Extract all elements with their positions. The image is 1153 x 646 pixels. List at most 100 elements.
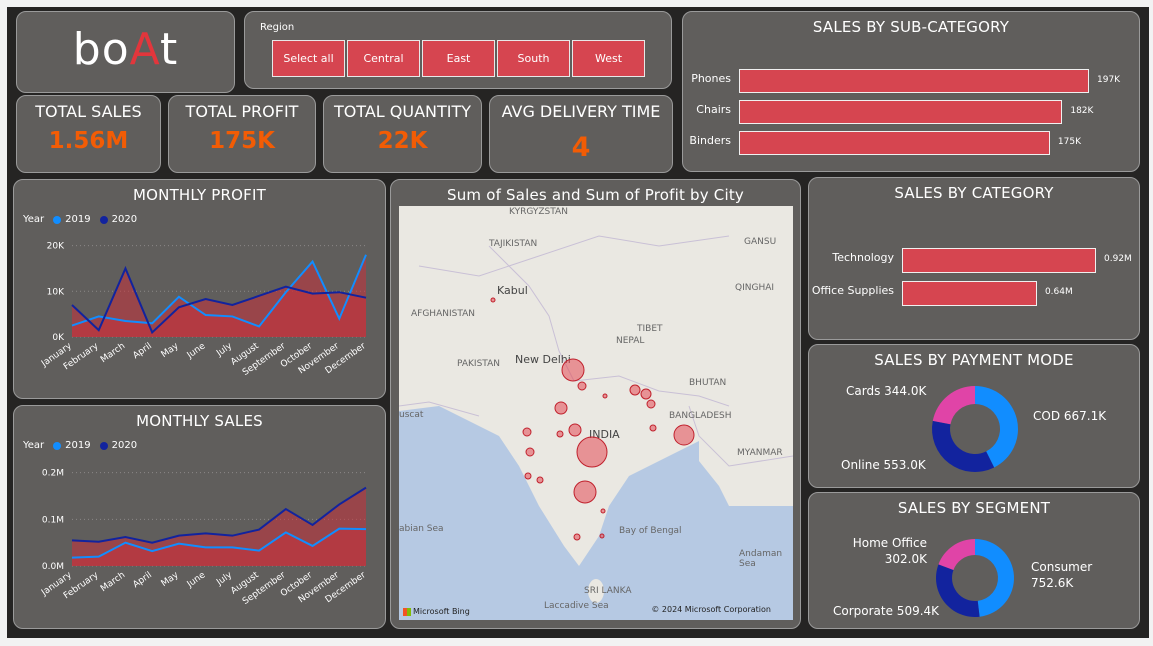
region-option-central[interactable]: Central — [347, 40, 420, 77]
y-tick-label: 0K — [52, 333, 65, 343]
city-bubble[interactable] — [629, 384, 641, 396]
city-bubble[interactable] — [561, 358, 585, 382]
border-line — [399, 401, 480, 417]
bar-label: Technology — [832, 251, 894, 264]
kpi-value: 22K — [377, 128, 428, 154]
x-tick-label: March — [99, 341, 127, 365]
city-bubble[interactable] — [640, 388, 652, 400]
city-bubble[interactable] — [649, 424, 657, 432]
legend-2019[interactable]: 2019 — [65, 440, 91, 451]
year-legend: Year 2019 2020 — [23, 214, 137, 225]
donut-slice-corporate[interactable] — [936, 564, 980, 617]
brand-logo: boAt — [72, 24, 179, 75]
city-bubble[interactable] — [577, 381, 587, 391]
map-attribution: © 2024 Microsoft Corporation — [651, 605, 771, 614]
x-tick-label: May — [160, 570, 182, 589]
donut-slice-consumer[interactable] — [975, 539, 1014, 617]
map-label: uscat — [399, 410, 424, 420]
donut-slice-cards[interactable] — [932, 386, 975, 425]
city-bubble[interactable] — [602, 393, 608, 399]
series-line-2019[interactable] — [71, 254, 367, 328]
bar-value-label: 0.92M — [1104, 254, 1132, 264]
city-bubble[interactable] — [573, 533, 581, 541]
map-label: Kabul — [497, 284, 528, 297]
city-map[interactable]: KYRGYZSTAN TAJIKISTAN GANSU Kabul QINGHAI AFG… — [399, 206, 793, 620]
kpi-label: TOTAL PROFIT — [185, 102, 299, 121]
legend-dot-2019 — [53, 441, 62, 450]
kpi-value: 175K — [209, 128, 275, 154]
border-line — [688, 405, 793, 467]
region-option-south[interactable]: South — [497, 40, 570, 77]
city-bubble[interactable] — [568, 423, 582, 437]
region-option-east[interactable]: East — [422, 40, 495, 77]
series-line-2020[interactable] — [71, 486, 367, 544]
year-legend: Year 2019 2020 — [23, 440, 137, 451]
donut-slice-cod[interactable] — [975, 386, 1018, 468]
label-online: Online 553.0K — [841, 458, 926, 472]
bar-chairs[interactable] — [739, 100, 1063, 124]
city-bubble[interactable] — [599, 533, 605, 539]
card-title: SALES BY PAYMENT MODE — [874, 351, 1074, 369]
segment-donut — [936, 539, 1014, 617]
donut-slice-online[interactable] — [932, 420, 995, 472]
map-label: TAJIKISTAN — [489, 239, 538, 249]
region-slicer-title: Region — [260, 22, 295, 33]
region-option-select-all[interactable]: Select all — [272, 40, 345, 77]
y-tick-label: 20K — [47, 242, 65, 252]
x-tick-label: June — [185, 341, 208, 361]
border-line — [488, 245, 575, 382]
kpi-avg-delivery-time: AVG DELIVERY TIME 4 — [489, 95, 673, 173]
bing-logo: Microsoft Bing — [403, 607, 470, 616]
city-bubble[interactable] — [576, 436, 608, 468]
bar-technology[interactable] — [902, 248, 1096, 273]
monthly-profit-card: MONTHLY PROFIT Year 2019 2020 0K 10K 20K Ja… — [13, 179, 386, 399]
donut-slice-home-office[interactable] — [938, 539, 975, 570]
map-label: Laccadive Sea — [544, 601, 609, 611]
map-label: QINGHAI — [735, 283, 775, 293]
x-tick-label: April — [131, 341, 154, 361]
y-tick-label: 0.2M — [42, 469, 64, 479]
logo-card: boAt — [16, 11, 235, 93]
bar-phones[interactable] — [739, 69, 1089, 93]
city-bubble[interactable] — [673, 424, 695, 446]
city-bubble[interactable] — [524, 472, 532, 480]
label-home-office: Home Office 302.0K — [852, 536, 927, 566]
series-line-2019[interactable] — [71, 527, 367, 559]
region-option-west[interactable]: West — [572, 40, 645, 77]
city-bubble[interactable] — [600, 508, 606, 514]
map-label: NEPAL — [616, 336, 645, 346]
sri-lanka-shape — [588, 579, 604, 603]
bar-binders[interactable] — [739, 131, 1050, 155]
city-bubble[interactable] — [646, 399, 656, 409]
sales-by-segment-card: SALES BY SEGMENT Home Office 302.0K Consu… — [808, 492, 1140, 629]
legend-2020[interactable]: 2020 — [111, 440, 138, 451]
map-label: MYANMAR — [737, 448, 783, 458]
legend-dot-2019 — [53, 215, 62, 224]
map-label: GANSU — [744, 237, 777, 247]
label-cards: Cards 344.0K — [846, 384, 927, 398]
map-label: KYRGYZSTAN — [509, 207, 568, 217]
city-bubble[interactable] — [536, 476, 544, 484]
map-label: abian Sea — [399, 524, 444, 534]
legend-title: Year — [23, 440, 45, 451]
legend-2020[interactable]: 2020 — [111, 214, 138, 225]
map-label: AFGHANISTAN — [411, 309, 476, 319]
map-label: BANGLADESH — [669, 411, 732, 421]
city-bubble[interactable] — [554, 401, 568, 415]
city-bubble[interactable] — [522, 427, 532, 437]
card-title: SALES BY SUB-CATEGORY — [812, 18, 1010, 36]
legend-2019[interactable]: 2019 — [65, 214, 91, 225]
bar-office-supplies[interactable] — [902, 281, 1037, 306]
city-bubble[interactable] — [556, 430, 564, 438]
kpi-total-sales: TOTAL SALES 1.56M — [16, 95, 161, 173]
series-line-2020[interactable] — [71, 265, 367, 335]
card-title: MONTHLY PROFIT — [133, 186, 266, 204]
card-title: SALES BY SEGMENT — [897, 499, 1051, 517]
bar-value-label: 197K — [1097, 75, 1121, 85]
city-bubble[interactable] — [490, 297, 496, 303]
bar-value-label: 175K — [1057, 137, 1081, 147]
city-bubble[interactable] — [573, 480, 597, 504]
city-bubble[interactable] — [525, 447, 535, 457]
